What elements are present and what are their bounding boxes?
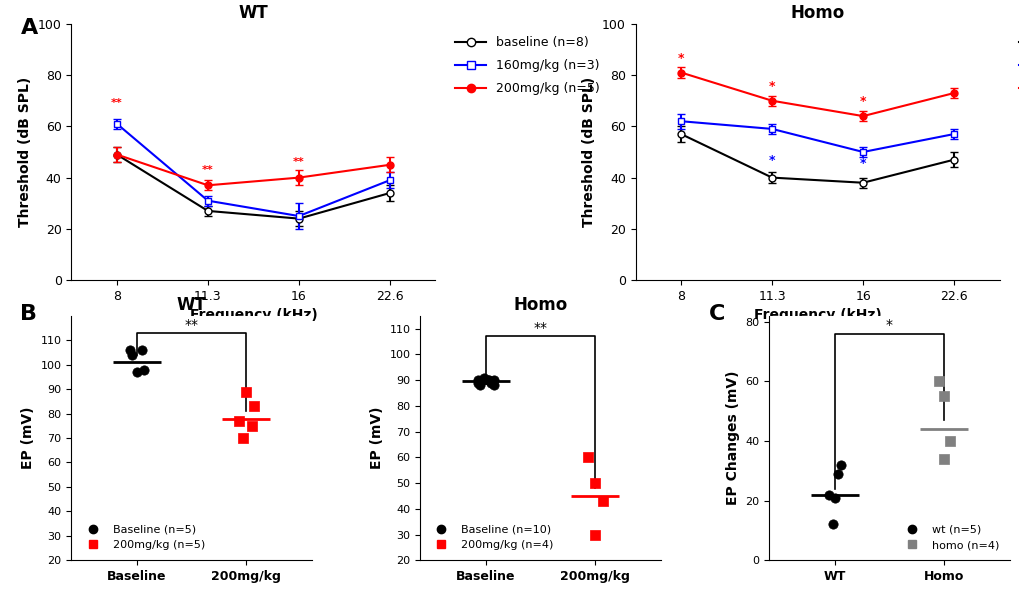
Point	[935, 454, 952, 464]
Legend: baseline (n=7), 160mg/kg (n=3), 200mg/kg (n=4): baseline (n=7), 160mg/kg (n=3), 200mg/kg…	[1012, 30, 1019, 101]
Text: *: *	[886, 318, 892, 333]
Text: **: **	[111, 98, 122, 108]
Title: WT: WT	[238, 4, 268, 22]
Point	[594, 496, 610, 506]
Y-axis label: EP (mV): EP (mV)	[21, 407, 35, 469]
Point	[485, 381, 501, 390]
Point	[238, 387, 255, 396]
Y-axis label: EP (mV): EP (mV)	[370, 407, 383, 469]
Point	[935, 392, 952, 401]
Text: *: *	[768, 80, 774, 93]
Legend: Baseline (n=5), 200mg/kg (n=5): Baseline (n=5), 200mg/kg (n=5)	[76, 520, 209, 555]
Point	[230, 416, 247, 426]
Point	[587, 479, 603, 488]
Point	[485, 375, 501, 385]
Point	[128, 367, 145, 377]
Legend: wt (n=5), homo (n=4): wt (n=5), homo (n=4)	[896, 520, 1004, 555]
X-axis label: Frequency (kHz): Frequency (kHz)	[190, 308, 317, 322]
Title: Homo: Homo	[790, 4, 844, 22]
Point	[833, 460, 849, 470]
Point	[829, 469, 846, 479]
Text: A: A	[20, 18, 38, 38]
Point	[136, 365, 152, 374]
Title: Homo: Homo	[513, 296, 568, 314]
Y-axis label: EP Changes (mV): EP Changes (mV)	[726, 371, 739, 505]
Text: **: **	[184, 318, 199, 332]
Y-axis label: Threshold (dB SPL): Threshold (dB SPL)	[18, 77, 33, 227]
Text: **: **	[533, 321, 547, 335]
Point	[483, 378, 499, 387]
Point	[929, 377, 946, 386]
Point	[820, 490, 837, 499]
Y-axis label: Threshold (dB SPL): Threshold (dB SPL)	[582, 77, 596, 227]
Point	[470, 375, 486, 385]
Point	[825, 493, 842, 502]
Point	[480, 375, 496, 385]
Point	[470, 378, 486, 387]
Text: B: B	[20, 304, 38, 324]
Text: **: **	[292, 157, 305, 167]
Text: *: *	[678, 52, 684, 65]
Point	[481, 375, 497, 385]
Point	[234, 433, 251, 443]
Point	[475, 373, 491, 383]
Legend: baseline (n=8), 160mg/kg (n=3), 200mg/kg (n=5): baseline (n=8), 160mg/kg (n=3), 200mg/kg…	[448, 30, 606, 101]
Text: *: *	[859, 95, 865, 108]
Point	[941, 436, 957, 446]
Point	[579, 452, 595, 462]
Point	[135, 345, 151, 355]
Text: C: C	[708, 304, 725, 324]
Point	[123, 350, 140, 360]
Point	[474, 375, 490, 385]
Point	[246, 402, 262, 411]
Point	[244, 421, 260, 430]
Title: WT: WT	[176, 296, 207, 314]
Text: **: **	[202, 165, 214, 175]
Text: *: *	[768, 154, 774, 167]
Point	[587, 530, 603, 539]
Legend: Baseline (n=10), 200mg/kg (n=4): Baseline (n=10), 200mg/kg (n=4)	[425, 520, 557, 555]
Point	[823, 520, 840, 529]
X-axis label: Frequency (kHz): Frequency (kHz)	[753, 308, 880, 322]
Point	[472, 381, 488, 390]
Text: *: *	[859, 157, 865, 170]
Point	[122, 345, 139, 355]
